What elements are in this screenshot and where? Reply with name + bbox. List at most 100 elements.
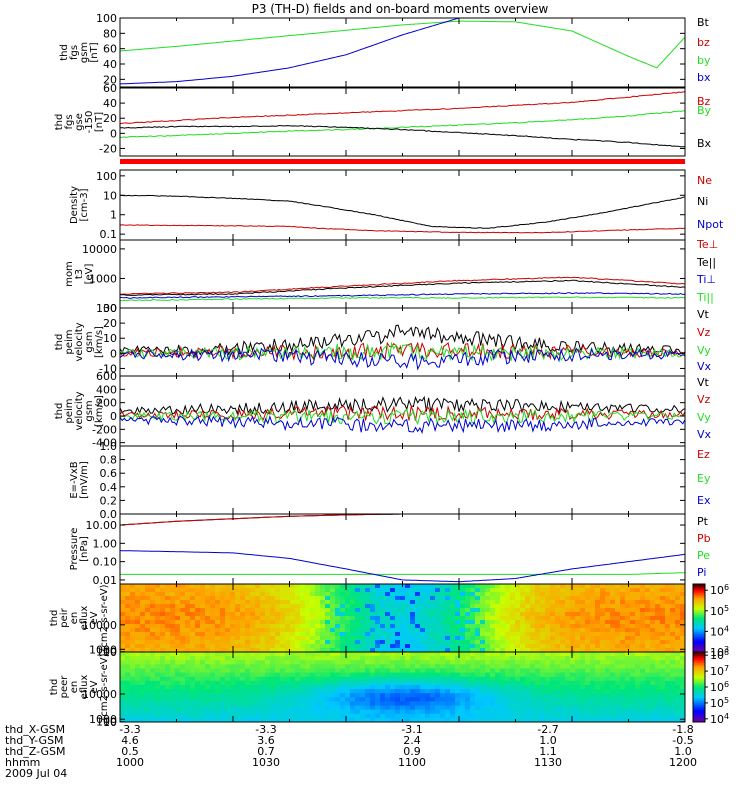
spectrogram-cell [540, 632, 546, 637]
spectrogram-cell [125, 689, 131, 694]
spectrogram-cell [265, 652, 271, 657]
spectrogram-cell [465, 604, 471, 609]
spectrogram-cell [435, 656, 441, 661]
spectrogram-cell [175, 612, 181, 617]
spectrogram-cell [170, 636, 176, 641]
spectrogram-cell [430, 596, 436, 601]
spectrogram-cell [185, 584, 191, 589]
spectrogram-cell [195, 604, 201, 609]
spectrogram-cell [660, 604, 666, 609]
spectrogram-cell [595, 620, 601, 625]
colorbar-step [693, 626, 705, 629]
spectrogram-cell [275, 624, 281, 629]
spectrogram-cell [260, 596, 266, 601]
spectrogram-cell [530, 656, 536, 661]
spectrogram-cell [495, 644, 501, 649]
spectrogram-cell [375, 684, 381, 690]
colorbar-step [693, 706, 705, 709]
spectrogram-cell [655, 604, 661, 609]
spectrogram-cell [140, 584, 146, 589]
spectrogram-cell [620, 689, 626, 694]
spectrogram-cell [335, 636, 341, 641]
spectrogram-cell [325, 620, 331, 625]
spectrogram-cell [120, 713, 126, 719]
spectrogram-cell [315, 660, 321, 665]
spectrogram-cell [200, 705, 206, 711]
spectrogram-cell [610, 596, 616, 601]
spectrogram-cell [160, 664, 166, 670]
spectrogram-cell [405, 680, 411, 686]
spectrogram-cell [210, 588, 216, 593]
y-axis-label-line: E=-VxB [69, 461, 80, 498]
spectrogram-cell [295, 680, 301, 686]
spectrogram-cell [460, 620, 466, 625]
colorbar-step [693, 636, 705, 639]
spectrogram-cell [190, 701, 196, 707]
y-axis-label-line: Density [69, 186, 80, 224]
spectrogram-cell [610, 668, 616, 674]
spectrogram-cell [650, 640, 656, 645]
spectrogram-cell [375, 660, 381, 665]
spectrogram-cell [310, 588, 316, 593]
spectrogram-cell [275, 584, 281, 589]
spectrogram-cell [680, 616, 685, 621]
spectrogram-cell [575, 636, 581, 641]
spectrogram-cell [515, 672, 521, 678]
y-axis-label-line: (cm2-s-sr-eV) [99, 584, 110, 651]
spectrogram-cell [355, 612, 361, 617]
spectrogram-cell [150, 652, 156, 657]
spectrogram-cell [210, 624, 216, 629]
spectrogram-cell [510, 656, 516, 661]
spectrogram-cell [420, 680, 426, 686]
spectrogram-cell [205, 640, 211, 645]
spectrogram-cell [385, 596, 391, 601]
spectrogram-cell [120, 640, 126, 645]
spectrogram-cell [495, 668, 501, 674]
spectrogram-cell [550, 680, 556, 686]
spectrogram-cell [570, 684, 576, 690]
spectrogram-cell [665, 596, 671, 601]
spectrogram-cell [615, 592, 621, 597]
spectrogram-cell [335, 668, 341, 674]
spectrogram-cell [410, 644, 416, 649]
spectrogram-cell [470, 693, 476, 698]
spectrogram-cell [295, 616, 301, 621]
spectrogram-cell [255, 672, 261, 678]
spectrogram-cell [315, 584, 321, 589]
spectrogram-cell [510, 608, 516, 613]
spectrogram-cell [555, 620, 561, 625]
spectrogram-cell [655, 600, 661, 605]
spectrogram-cell [310, 656, 316, 661]
spectrogram-cell [140, 588, 146, 593]
spectrogram-cell [670, 612, 676, 617]
spectrogram-cell [665, 648, 671, 652]
spectrogram-cell [535, 668, 541, 674]
spectrogram-cell [250, 664, 256, 670]
spectrogram-cell [610, 628, 616, 633]
legend-ni: Ni [697, 195, 708, 208]
spectrogram-cell [445, 660, 451, 665]
spectrogram-cell [225, 636, 231, 641]
spectrogram-cell [360, 648, 366, 652]
colorbar-step [693, 635, 705, 638]
y-axis-label: thdpeerenefluxeV(cm2-s-sr-eV) [49, 653, 110, 720]
spectrogram-cell [185, 664, 191, 670]
spectrogram-cell [425, 676, 431, 682]
spectrogram-cell [425, 717, 431, 722]
spectrogram-cell [585, 684, 591, 690]
spectrogram-cell [680, 612, 685, 617]
spectrogram-cell [660, 664, 666, 670]
spectrogram-cell [405, 672, 411, 678]
spectrogram-cell [440, 592, 446, 597]
spectrogram-cell [480, 584, 486, 589]
spectrogram-cell [395, 660, 401, 665]
spectrogram-cell [675, 652, 681, 657]
spectrogram-cell [615, 588, 621, 593]
spectrogram-cell [140, 660, 146, 665]
spectrogram-cell [605, 717, 611, 722]
spectrogram-cell [500, 664, 506, 670]
spectrogram-cell [390, 596, 396, 601]
spectrogram-cell [630, 660, 636, 665]
spectrogram-cell [480, 628, 486, 633]
spectrogram-cell [650, 709, 656, 715]
